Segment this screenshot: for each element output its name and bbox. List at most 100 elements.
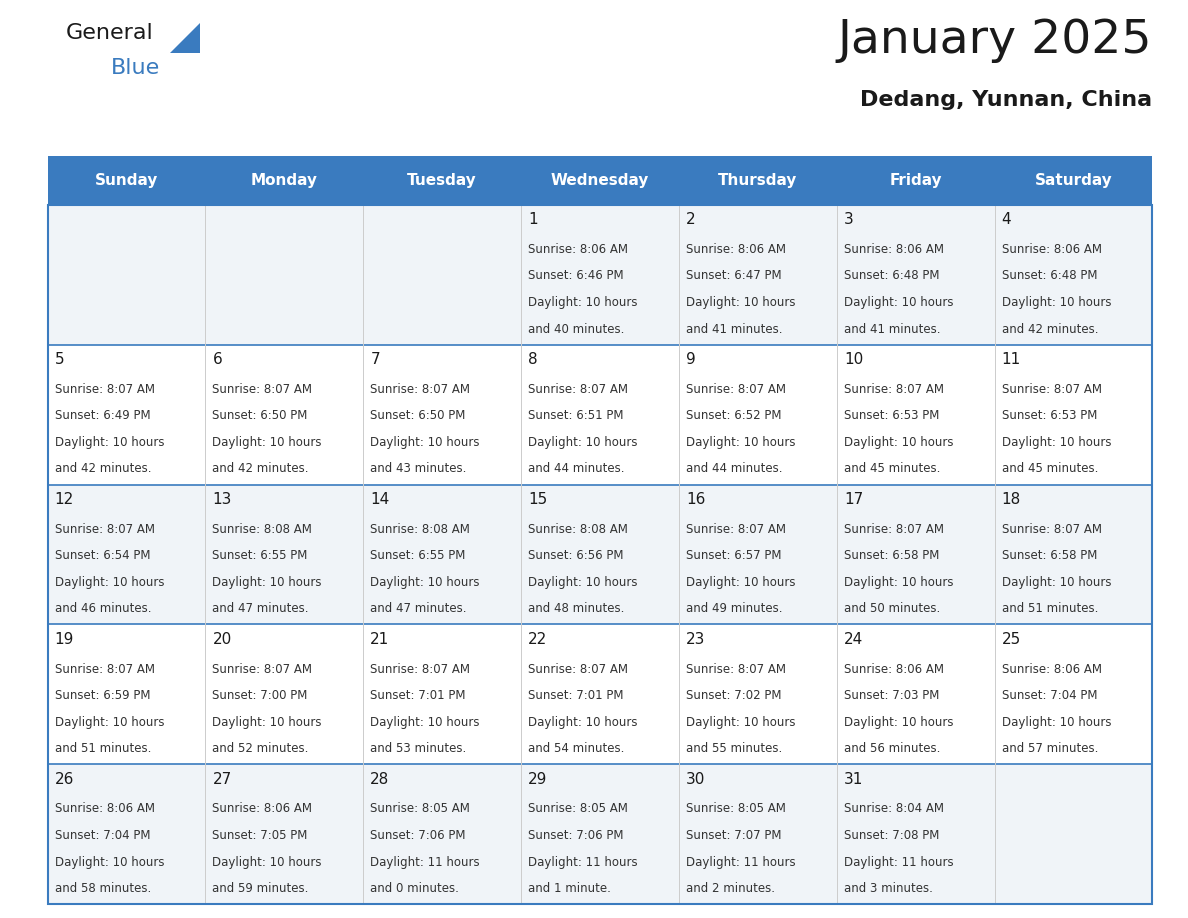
Text: Sunrise: 8:07 AM: Sunrise: 8:07 AM [685, 383, 786, 396]
Text: 17: 17 [843, 492, 862, 507]
Text: Blue: Blue [110, 58, 159, 78]
Text: 1: 1 [529, 212, 538, 227]
Text: 24: 24 [843, 632, 862, 647]
Bar [364, 156, 522, 205]
Text: and 51 minutes.: and 51 minutes. [55, 743, 151, 756]
Text: Sunset: 7:01 PM: Sunset: 7:01 PM [529, 689, 624, 702]
Text: Sunset: 6:50 PM: Sunset: 6:50 PM [371, 409, 466, 422]
Text: Sunrise: 8:07 AM: Sunrise: 8:07 AM [1001, 522, 1101, 535]
Text: Sunrise: 8:07 AM: Sunrise: 8:07 AM [685, 522, 786, 535]
Text: Daylight: 10 hours: Daylight: 10 hours [529, 576, 638, 588]
Text: and 3 minutes.: and 3 minutes. [843, 882, 933, 895]
Text: 21: 21 [371, 632, 390, 647]
Text: Sunrise: 8:07 AM: Sunrise: 8:07 AM [55, 663, 154, 676]
Text: Sunrise: 8:06 AM: Sunrise: 8:06 AM [685, 243, 786, 256]
Text: Daylight: 10 hours: Daylight: 10 hours [371, 576, 480, 588]
Text: Sunset: 6:57 PM: Sunset: 6:57 PM [685, 549, 782, 562]
Text: and 55 minutes.: and 55 minutes. [685, 743, 782, 756]
Text: and 53 minutes.: and 53 minutes. [371, 743, 467, 756]
Text: Daylight: 10 hours: Daylight: 10 hours [213, 856, 322, 868]
Text: 6: 6 [213, 352, 222, 367]
Text: Sunset: 6:55 PM: Sunset: 6:55 PM [371, 549, 466, 562]
Text: 8: 8 [529, 352, 538, 367]
Text: Saturday: Saturday [1035, 173, 1112, 188]
Text: Sunrise: 8:06 AM: Sunrise: 8:06 AM [843, 663, 943, 676]
Text: Sunset: 7:05 PM: Sunset: 7:05 PM [213, 829, 308, 842]
Text: Sunset: 6:46 PM: Sunset: 6:46 PM [529, 269, 624, 283]
Text: 28: 28 [371, 772, 390, 787]
Text: 15: 15 [529, 492, 548, 507]
Text: 29: 29 [529, 772, 548, 787]
Text: Sunrise: 8:07 AM: Sunrise: 8:07 AM [55, 383, 154, 396]
Text: Daylight: 10 hours: Daylight: 10 hours [685, 296, 796, 309]
Text: and 52 minutes.: and 52 minutes. [213, 743, 309, 756]
Text: 10: 10 [843, 352, 862, 367]
Text: 13: 13 [213, 492, 232, 507]
Text: 11: 11 [1001, 352, 1020, 367]
Text: and 41 minutes.: and 41 minutes. [843, 322, 941, 336]
Text: and 54 minutes.: and 54 minutes. [529, 743, 625, 756]
Text: and 42 minutes.: and 42 minutes. [1001, 322, 1098, 336]
Text: and 45 minutes.: and 45 minutes. [1001, 463, 1098, 476]
Text: and 42 minutes.: and 42 minutes. [55, 463, 151, 476]
Text: Dedang, Yunnan, China: Dedang, Yunnan, China [860, 90, 1152, 110]
Text: 25: 25 [1001, 632, 1020, 647]
Text: Sunrise: 8:07 AM: Sunrise: 8:07 AM [213, 663, 312, 676]
Text: 31: 31 [843, 772, 864, 787]
Text: Daylight: 10 hours: Daylight: 10 hours [213, 436, 322, 449]
Text: 3: 3 [843, 212, 853, 227]
Text: and 47 minutes.: and 47 minutes. [371, 602, 467, 615]
Text: Daylight: 10 hours: Daylight: 10 hours [529, 296, 638, 309]
Text: Daylight: 10 hours: Daylight: 10 hours [213, 716, 322, 729]
Text: Sunrise: 8:06 AM: Sunrise: 8:06 AM [55, 802, 154, 815]
Bar [48, 485, 1152, 624]
Text: Sunrise: 8:05 AM: Sunrise: 8:05 AM [371, 802, 470, 815]
Text: Daylight: 10 hours: Daylight: 10 hours [685, 436, 796, 449]
Bar [48, 765, 1152, 904]
Text: Sunset: 7:01 PM: Sunset: 7:01 PM [371, 689, 466, 702]
Text: 20: 20 [213, 632, 232, 647]
Text: and 58 minutes.: and 58 minutes. [55, 882, 151, 895]
Bar [522, 156, 678, 205]
Text: Thursday: Thursday [718, 173, 797, 188]
Text: Daylight: 10 hours: Daylight: 10 hours [371, 436, 480, 449]
Text: Sunrise: 8:06 AM: Sunrise: 8:06 AM [1001, 663, 1101, 676]
Text: and 48 minutes.: and 48 minutes. [529, 602, 625, 615]
Text: Sunrise: 8:07 AM: Sunrise: 8:07 AM [685, 663, 786, 676]
Text: Sunset: 6:53 PM: Sunset: 6:53 PM [843, 409, 940, 422]
Text: Daylight: 10 hours: Daylight: 10 hours [55, 576, 164, 588]
Text: and 47 minutes.: and 47 minutes. [213, 602, 309, 615]
Text: and 57 minutes.: and 57 minutes. [1001, 743, 1098, 756]
Text: Sunrise: 8:07 AM: Sunrise: 8:07 AM [213, 383, 312, 396]
Text: Sunset: 6:49 PM: Sunset: 6:49 PM [55, 409, 150, 422]
Text: Daylight: 11 hours: Daylight: 11 hours [685, 856, 796, 868]
Text: and 0 minutes.: and 0 minutes. [371, 882, 460, 895]
Text: and 1 minute.: and 1 minute. [529, 882, 611, 895]
Text: Sunrise: 8:07 AM: Sunrise: 8:07 AM [55, 522, 154, 535]
Text: Sunrise: 8:04 AM: Sunrise: 8:04 AM [843, 802, 943, 815]
Bar [48, 624, 1152, 765]
Text: and 56 minutes.: and 56 minutes. [843, 743, 940, 756]
Text: and 44 minutes.: and 44 minutes. [685, 463, 783, 476]
Text: Daylight: 10 hours: Daylight: 10 hours [843, 436, 953, 449]
Text: Sunrise: 8:08 AM: Sunrise: 8:08 AM [213, 522, 312, 535]
Text: 2: 2 [685, 212, 696, 227]
Text: Sunset: 6:48 PM: Sunset: 6:48 PM [1001, 269, 1098, 283]
Text: Sunset: 7:07 PM: Sunset: 7:07 PM [685, 829, 782, 842]
Text: Sunrise: 8:06 AM: Sunrise: 8:06 AM [1001, 243, 1101, 256]
Text: Sunset: 7:06 PM: Sunset: 7:06 PM [529, 829, 624, 842]
Text: 12: 12 [55, 492, 74, 507]
Text: Sunrise: 8:06 AM: Sunrise: 8:06 AM [529, 243, 628, 256]
Text: Daylight: 10 hours: Daylight: 10 hours [1001, 296, 1111, 309]
Text: 27: 27 [213, 772, 232, 787]
Text: and 59 minutes.: and 59 minutes. [213, 882, 309, 895]
Text: Daylight: 11 hours: Daylight: 11 hours [529, 856, 638, 868]
Text: and 51 minutes.: and 51 minutes. [1001, 602, 1098, 615]
Text: Sunset: 6:51 PM: Sunset: 6:51 PM [529, 409, 624, 422]
Text: Daylight: 11 hours: Daylight: 11 hours [843, 856, 954, 868]
Text: Monday: Monday [251, 173, 317, 188]
Bar [836, 156, 994, 205]
Text: January 2025: January 2025 [838, 18, 1152, 63]
Text: and 2 minutes.: and 2 minutes. [685, 882, 775, 895]
Text: Sunrise: 8:08 AM: Sunrise: 8:08 AM [529, 522, 628, 535]
